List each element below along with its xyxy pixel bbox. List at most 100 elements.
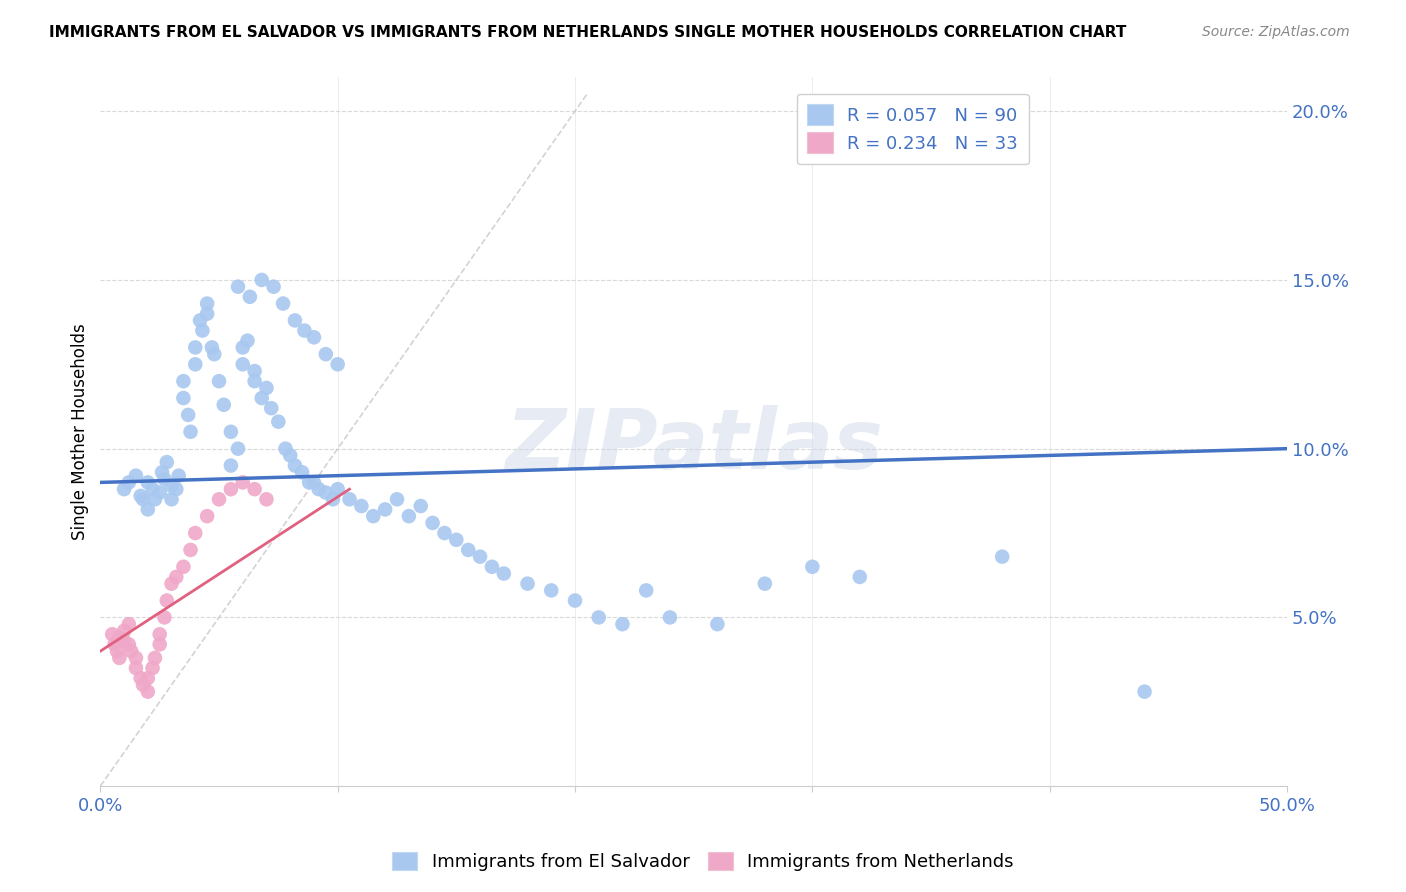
Point — [256, 381, 278, 395]
Y-axis label: Single Mother Households: Single Mother Households — [72, 324, 89, 541]
Point — [108, 631, 131, 645]
Point — [291, 465, 314, 479]
Point — [112, 482, 135, 496]
Point — [226, 442, 249, 456]
Point — [361, 509, 384, 524]
Point — [658, 610, 681, 624]
Point — [112, 634, 135, 648]
Point — [219, 425, 242, 439]
Point — [243, 482, 266, 496]
Point — [243, 374, 266, 388]
Point — [457, 542, 479, 557]
Point — [492, 566, 515, 581]
Point — [636, 583, 658, 598]
Point — [232, 340, 254, 354]
Point — [250, 273, 273, 287]
Point — [706, 617, 728, 632]
Point — [849, 570, 872, 584]
Point — [612, 617, 634, 632]
Point — [315, 485, 337, 500]
Point — [191, 324, 214, 338]
Point — [142, 661, 165, 675]
Point — [184, 340, 207, 354]
Point — [208, 374, 231, 388]
Point — [302, 330, 325, 344]
Point — [129, 489, 152, 503]
Point — [184, 526, 207, 541]
Point — [315, 347, 337, 361]
Point — [172, 374, 194, 388]
Point — [374, 502, 396, 516]
Point — [284, 313, 307, 327]
Point — [226, 279, 249, 293]
Point — [236, 334, 259, 348]
Point — [322, 492, 344, 507]
Point — [202, 347, 225, 361]
Point — [136, 684, 159, 698]
Point — [991, 549, 1014, 564]
Point — [165, 570, 187, 584]
Point — [165, 482, 187, 496]
Point — [260, 401, 283, 416]
Point — [177, 408, 200, 422]
Point — [132, 678, 155, 692]
Point — [446, 533, 468, 547]
Point — [540, 583, 562, 598]
Point — [172, 391, 194, 405]
Point — [564, 593, 586, 607]
Point — [1133, 684, 1156, 698]
Point — [433, 526, 456, 541]
Point — [754, 576, 776, 591]
Point — [212, 398, 235, 412]
Point — [195, 296, 218, 310]
Point — [160, 492, 183, 507]
Point — [409, 499, 432, 513]
Point — [302, 475, 325, 490]
Point — [118, 475, 141, 490]
Text: IMMIGRANTS FROM EL SALVADOR VS IMMIGRANTS FROM NETHERLANDS SINGLE MOTHER HOUSEHO: IMMIGRANTS FROM EL SALVADOR VS IMMIGRANT… — [49, 25, 1126, 40]
Point — [150, 465, 173, 479]
Point — [143, 651, 166, 665]
Point — [232, 357, 254, 371]
Point — [156, 455, 179, 469]
Point — [219, 482, 242, 496]
Point — [180, 425, 202, 439]
Point — [153, 472, 176, 486]
Point — [129, 671, 152, 685]
Point — [160, 479, 183, 493]
Point — [250, 391, 273, 405]
Point — [298, 475, 321, 490]
Point — [271, 296, 294, 310]
Point — [125, 661, 148, 675]
Point — [422, 516, 444, 530]
Point — [142, 482, 165, 496]
Point — [112, 624, 135, 638]
Point — [195, 307, 218, 321]
Legend: R = 0.057   N = 90, R = 0.234   N = 33: R = 0.057 N = 90, R = 0.234 N = 33 — [797, 94, 1029, 164]
Point — [136, 671, 159, 685]
Point — [339, 492, 361, 507]
Point — [149, 627, 172, 641]
Point — [143, 492, 166, 507]
Point — [149, 637, 172, 651]
Point — [219, 458, 242, 473]
Point — [125, 468, 148, 483]
Point — [294, 324, 316, 338]
Point — [153, 610, 176, 624]
Point — [108, 651, 131, 665]
Point — [188, 313, 211, 327]
Point — [125, 651, 148, 665]
Point — [256, 492, 278, 507]
Point — [385, 492, 408, 507]
Point — [104, 637, 127, 651]
Point — [160, 576, 183, 591]
Legend: Immigrants from El Salvador, Immigrants from Netherlands: Immigrants from El Salvador, Immigrants … — [385, 845, 1021, 879]
Point — [184, 357, 207, 371]
Point — [136, 475, 159, 490]
Point — [308, 482, 330, 496]
Point — [326, 482, 349, 496]
Point — [167, 468, 190, 483]
Point — [468, 549, 491, 564]
Point — [516, 576, 538, 591]
Point — [278, 449, 301, 463]
